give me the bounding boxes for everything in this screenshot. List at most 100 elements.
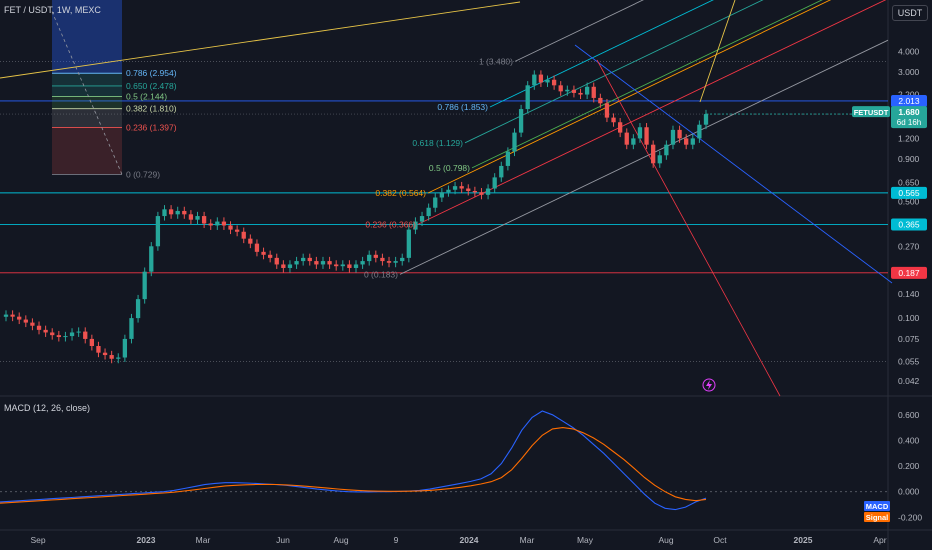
candle-body [466, 188, 471, 191]
candle-body [684, 138, 689, 145]
symbol-tag-label: FETUSDT [854, 108, 889, 117]
candle-body [17, 316, 22, 320]
price-tick-label: 0.100 [898, 313, 920, 323]
candle-body [135, 299, 141, 319]
candle-body [657, 155, 662, 164]
candle-body [261, 251, 266, 255]
axis-layer: 4.0003.0002.2001.6001.2000.9000.6500.500… [30, 46, 922, 545]
candle-body [518, 109, 524, 133]
candle-body [129, 318, 134, 339]
time-tick-label: Mar [196, 535, 211, 545]
fib-level-label: 0.786 (2.954) [126, 68, 177, 78]
fib-channel-line [514, 0, 644, 62]
time-tick-label: Mar [520, 535, 535, 545]
candle-body [538, 74, 544, 83]
price-marker-label: 2.013 [898, 96, 920, 106]
candle-body [578, 92, 583, 95]
time-tick-label: 9 [394, 535, 399, 545]
price-marker-label: 0.187 [898, 268, 920, 278]
candle-body [499, 165, 504, 178]
candle-body [426, 207, 431, 217]
candle-body [241, 231, 246, 239]
candle-body [201, 216, 207, 224]
candle-body [624, 132, 629, 145]
currency-button[interactable]: USDT [892, 5, 928, 21]
time-tick-label: 2025 [794, 535, 813, 545]
candle-body [367, 254, 372, 262]
symbol-tag-box [852, 106, 890, 118]
price-tick-label: 2.200 [898, 90, 920, 100]
candle-body [43, 329, 48, 333]
candles-layer [3, 70, 709, 364]
candle-body [406, 229, 411, 258]
candle-body [618, 122, 623, 133]
candle-body [532, 74, 537, 86]
candle-body [182, 210, 187, 215]
candle-body [327, 261, 332, 265]
candle-body [413, 221, 418, 230]
price-tick-label: 4.000 [898, 46, 920, 56]
candle-body [604, 103, 610, 118]
macd-tick-label: 0.200 [898, 461, 920, 471]
time-tick-label: Oct [713, 535, 727, 545]
fib-zone [52, 0, 122, 74]
candle-body [36, 325, 42, 330]
fib-channel-line [427, 0, 832, 194]
macd-legend-label: MACD [866, 502, 889, 511]
candle-body [234, 229, 240, 232]
price-tick-label: 1.200 [898, 133, 920, 143]
fib-channel-label: 1 (3.480) [479, 56, 513, 66]
macd-legend-label: Signal [866, 513, 889, 522]
macd-series-line [0, 427, 707, 504]
candle-body [419, 216, 425, 222]
candle-body [545, 79, 550, 83]
macd-tick-label: -0.200 [898, 512, 922, 522]
fib-zone [52, 85, 122, 97]
candle-body [472, 190, 478, 193]
macd-legend-box [864, 512, 890, 522]
candle-body [452, 186, 458, 190]
candle-body [221, 221, 227, 226]
drawings-layer [0, 0, 893, 397]
trend-line [0, 1, 521, 79]
trend-line [596, 59, 781, 397]
candle-body [631, 138, 636, 145]
last-price-box [891, 106, 927, 129]
price-tick-label: 0.500 [898, 197, 920, 207]
candle-body [301, 257, 306, 262]
candle-body [314, 261, 319, 265]
candle-body [492, 177, 497, 189]
fib-zone [52, 73, 122, 86]
candle-body [565, 89, 570, 92]
candle-body [459, 186, 464, 189]
candle-body [651, 144, 656, 164]
fib-level-label: 0.382 (1.810) [126, 104, 177, 114]
candle-body [439, 192, 444, 198]
time-tick-label: Aug [333, 535, 348, 545]
candle-body [479, 192, 484, 195]
price-tick-label: 0.900 [898, 154, 920, 164]
candle-body [268, 254, 273, 258]
candle-body [281, 264, 286, 268]
candle-body [50, 332, 55, 336]
fib-channel-line [489, 0, 714, 108]
lightning-icon [702, 378, 716, 392]
candle-body [644, 127, 649, 145]
price-tick-label: 0.270 [898, 241, 920, 251]
price-tick-label: 3.000 [898, 67, 920, 77]
candle-body [30, 322, 35, 326]
candle-body [611, 117, 616, 123]
candle-body [3, 314, 9, 317]
fib-channel-label: 0.5 (0.798) [429, 163, 470, 173]
fib-channel-label: 0 (0.183) [364, 269, 398, 279]
candle-body [116, 357, 121, 359]
fib-channel-label: 0.382 (0.564) [375, 188, 426, 198]
time-tick-label: Aug [658, 535, 673, 545]
candle-body [571, 89, 577, 93]
fib-channel-label: 0.786 (1.853) [437, 102, 488, 112]
price-tick-label: 0.055 [898, 356, 920, 366]
candle-body [697, 124, 702, 139]
price-marker-label: 0.365 [898, 219, 920, 229]
candle-body [677, 129, 682, 139]
